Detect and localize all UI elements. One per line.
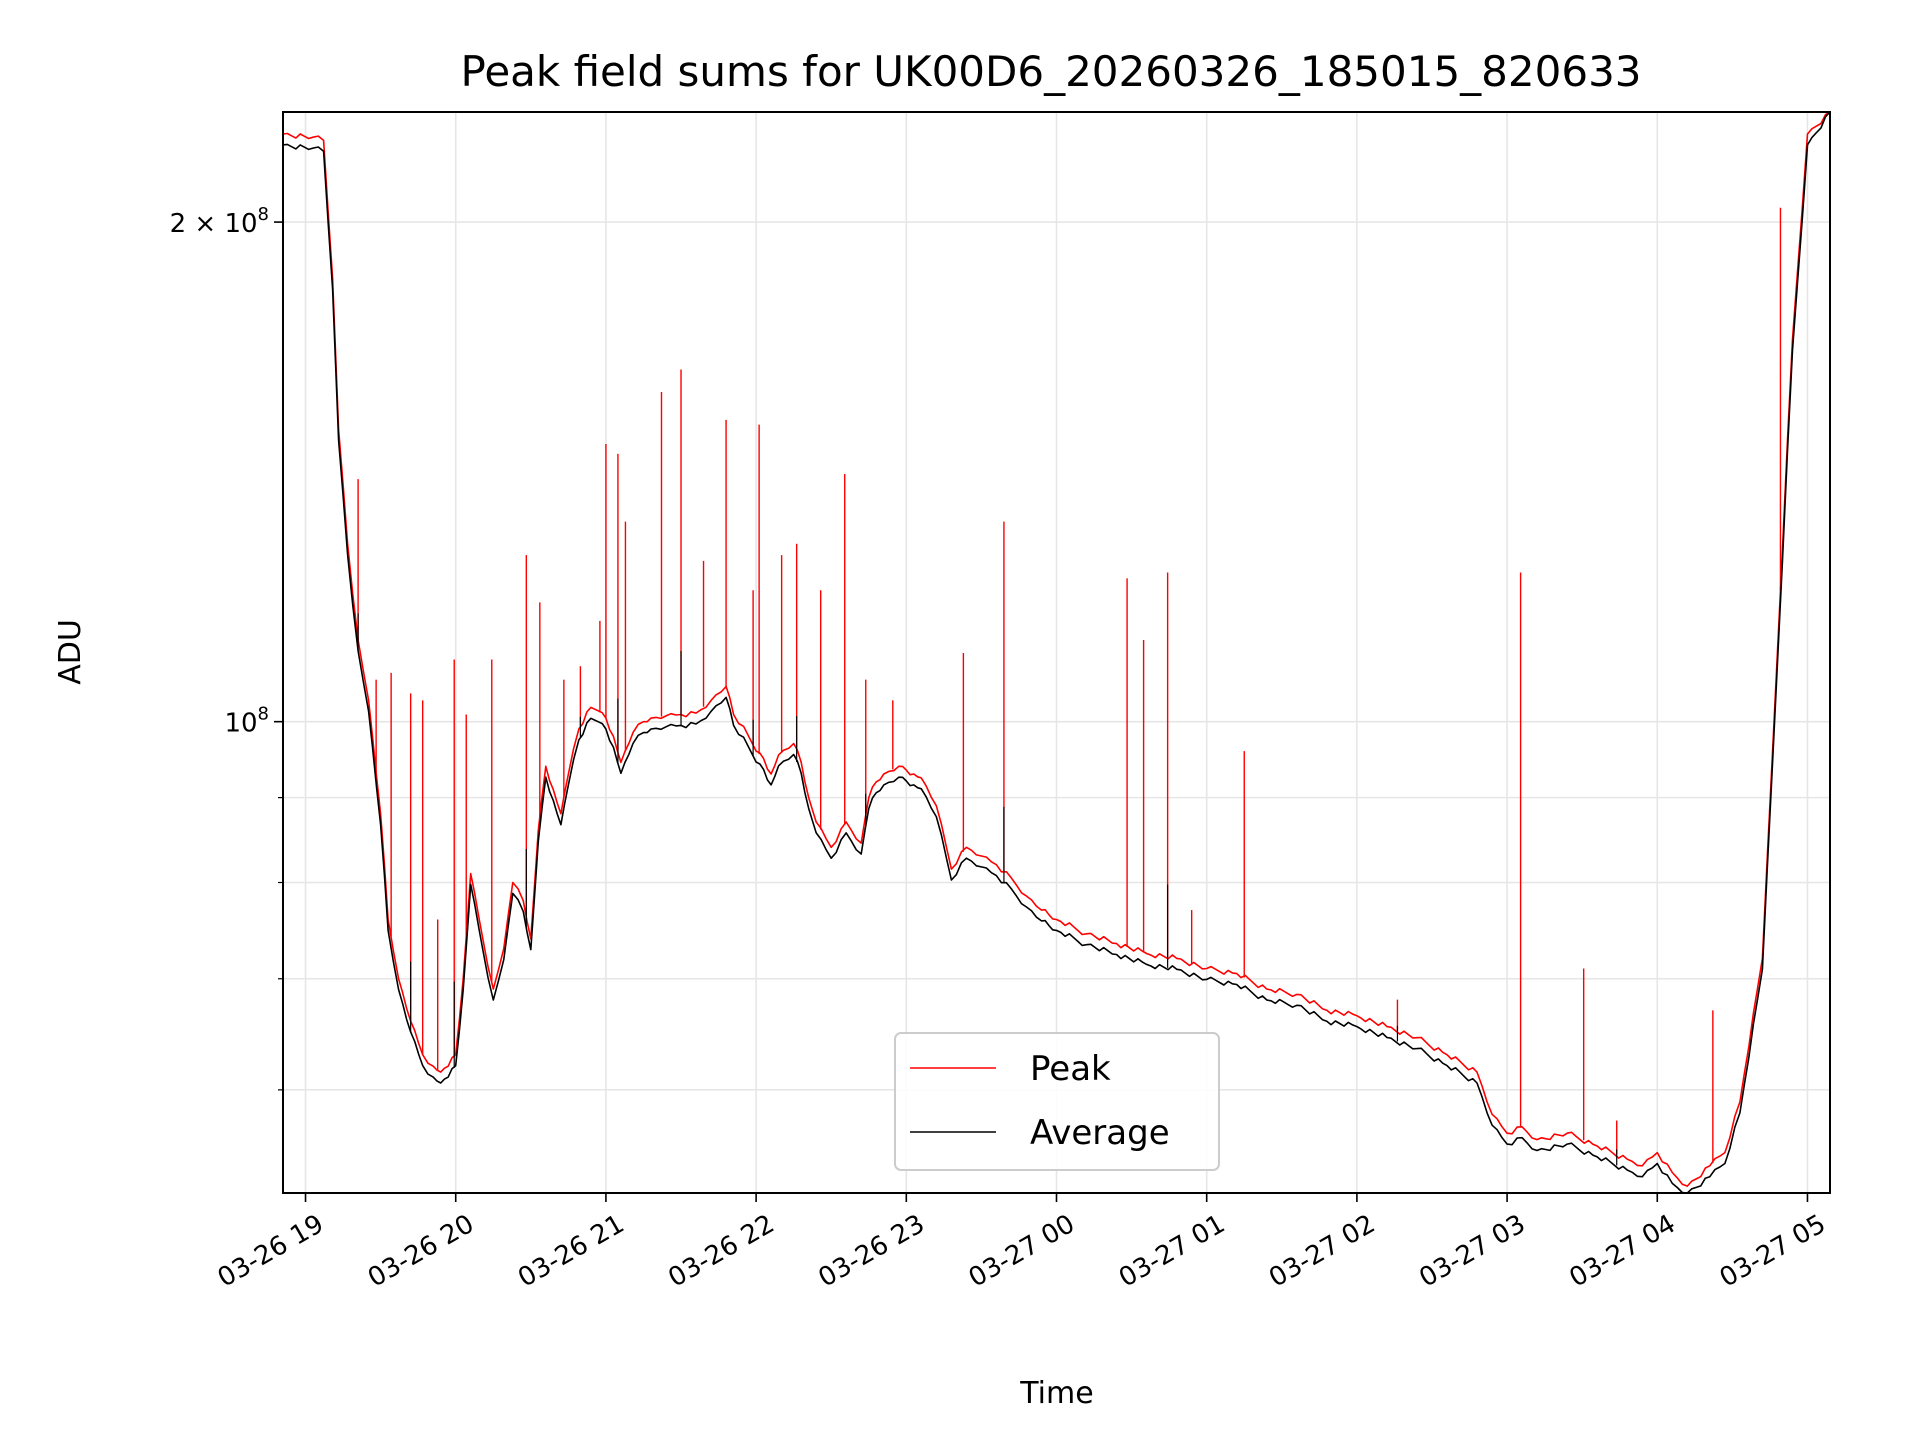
chart-title: Peak field sums for UK00D6_20260326_1850… [460,47,1641,96]
legend-peak-label: Peak [1030,1049,1111,1089]
average-series-line [282,111,1831,1194]
y-axis: 108 2 × 108 [170,204,283,1091]
series-layer [282,111,1831,1194]
plot-area [282,111,1831,1194]
legend-average-label: Average [1030,1113,1170,1153]
x-axis-label: Time [1019,1376,1093,1411]
y-tick-label: 108 [224,704,269,739]
y-tick-label: 2 × 108 [170,204,269,239]
y-axis-label: ADU [53,619,88,685]
legend[interactable]: Peak Average [894,1032,1220,1171]
